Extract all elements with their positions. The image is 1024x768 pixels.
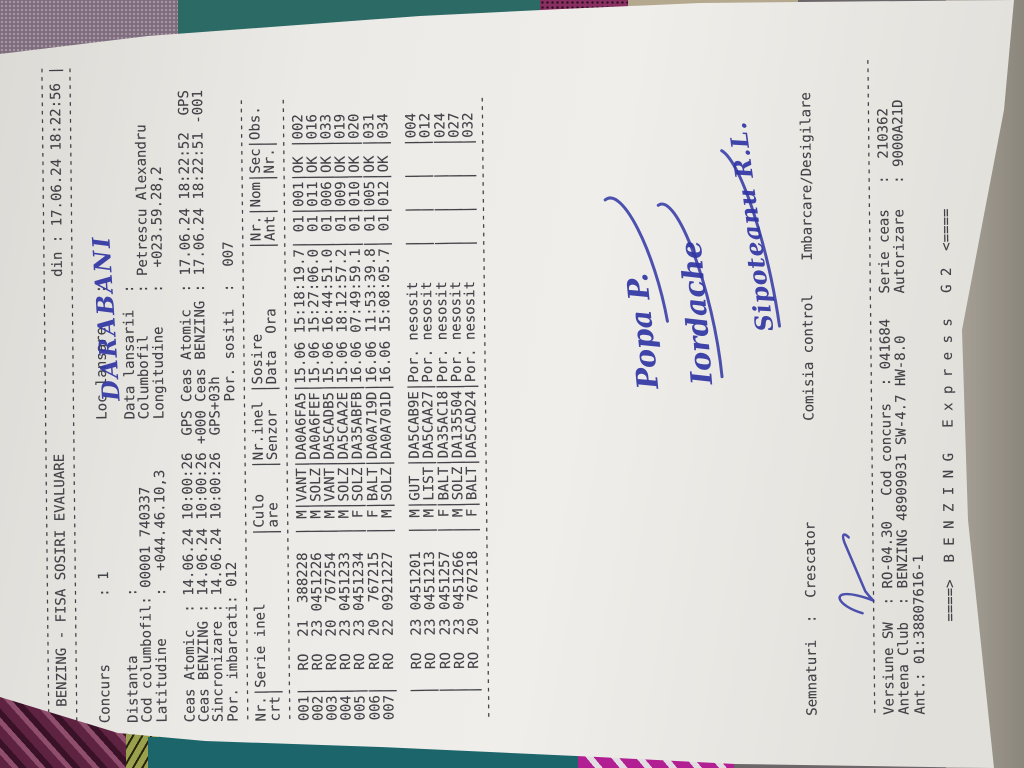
handwritten-signature-iordache: Iordache	[673, 239, 720, 387]
handwritten-signature-sipoteanu: Sipoteanu R.L.	[722, 119, 780, 334]
handwritten-signature-popa: Popa P.	[619, 271, 666, 391]
printout-signatures-and-footer: Semnaturi : Crescator Comisia control Im…	[798, 57, 960, 716]
document-content: ----------------------------------------…	[18, 0, 984, 758]
